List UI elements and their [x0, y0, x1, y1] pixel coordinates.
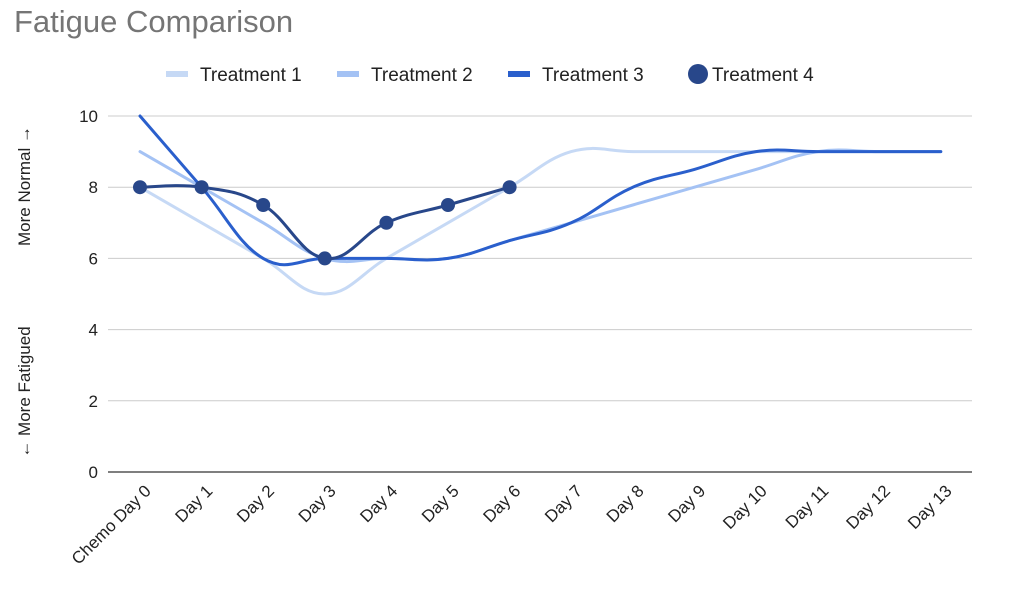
- legend-label: Treatment 4: [712, 65, 814, 86]
- y-axis-label-bottom: ← More Fatigued: [15, 326, 34, 457]
- chart-title: Fatigue Comparison: [14, 4, 294, 39]
- x-tick-label: Day 6: [480, 481, 525, 526]
- y-tick-label: 10: [79, 107, 98, 126]
- x-tick-label: Day 3: [295, 481, 340, 526]
- data-point: [379, 215, 394, 230]
- legend-swatch: [166, 71, 188, 77]
- x-tick-label: Day 8: [603, 481, 648, 526]
- data-point: [194, 180, 209, 195]
- data-point: [502, 180, 517, 195]
- legend-swatch: [337, 71, 359, 77]
- y-tick-label: 4: [89, 321, 98, 340]
- data-point: [133, 180, 147, 195]
- legend-marker: [688, 64, 708, 84]
- data-point: [256, 198, 271, 212]
- y-tick-label: 0: [89, 463, 98, 482]
- legend-label: Treatment 1: [200, 65, 302, 86]
- series-lines: [133, 114, 943, 296]
- y-tick-label: 8: [89, 178, 98, 197]
- y-axis-label-top: More Normal →: [15, 126, 34, 246]
- x-tick-label: Day 4: [356, 481, 401, 526]
- x-tick-label: Chemo Day 0: [68, 481, 155, 568]
- y-tick-label: 2: [89, 392, 98, 411]
- series-line-treatment-3: [138, 114, 943, 267]
- y-axis-ticks: 0 2 4 6 8 10: [79, 107, 98, 482]
- x-tick-label: Day 2: [233, 481, 278, 526]
- x-tick-label: Day 10: [719, 481, 771, 533]
- legend-label: Treatment 2: [371, 65, 473, 86]
- x-tick-label: Day 9: [664, 481, 709, 526]
- x-axis-ticks: Chemo Day 0 Day 1 Day 2 Day 3 Day 4 Day 5 Day …: [68, 481, 956, 568]
- data-point: [441, 198, 455, 212]
- data-point: [317, 251, 332, 266]
- x-tick-label: Day 12: [842, 481, 894, 533]
- x-tick-label: Day 7: [541, 481, 586, 526]
- grid-lines: [108, 115, 972, 473]
- legend-label: Treatment 3: [542, 65, 644, 86]
- x-tick-label: Day 11: [782, 481, 833, 532]
- x-tick-label: Day 13: [904, 481, 956, 533]
- legend: Treatment 1 Treatment 2 Treatment 3 Treatme…: [166, 64, 814, 86]
- legend-swatch: [508, 71, 530, 77]
- x-tick-label: Day 5: [418, 481, 463, 526]
- y-tick-label: 6: [89, 249, 98, 268]
- x-tick-label: Day 1: [172, 481, 217, 526]
- series-line-treatment-4: [138, 184, 512, 261]
